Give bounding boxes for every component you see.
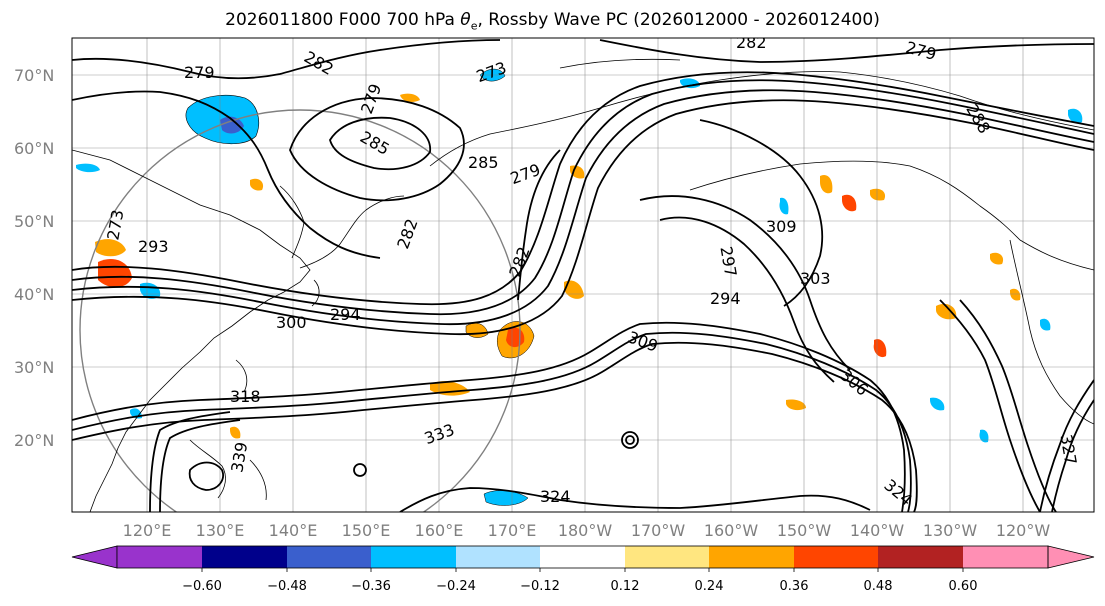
range-circle [79,109,521,512]
colorbar-tick-label: −0.48 [267,579,307,594]
coastlines [72,58,1094,512]
lat-label: 50°N [14,212,54,231]
lat-label: 70°N [14,66,54,85]
lon-label: 150°W [777,521,832,540]
colorbar-bin [794,546,878,568]
colorbar-tick-label: −0.24 [436,579,476,594]
map-frame [71,37,1095,513]
lat-label: 20°N [14,431,54,450]
colorbar-bin [287,546,371,568]
lon-label: 120°E [123,521,172,540]
contour-label-282-b: 282 [736,33,767,52]
colorbar-tick-label: −0.12 [520,579,560,594]
longitude-labels: 120°E 130°E 140°E 150°E 160°E 170°E 180°… [123,521,1051,540]
contour-label-294-b: 294 [330,305,361,324]
contour-label-324: 324 [540,487,571,506]
map-title: 2026011800 F000 700 hPa θe, Rossby Wave … [225,10,880,33]
colorbar-bin [117,546,202,568]
contour-label-318: 318 [230,387,261,406]
colorbar-bin [456,546,540,568]
lat-label: 30°N [14,358,54,377]
contour-label-285-b: 285 [468,153,499,172]
lon-label: 120°W [996,521,1051,540]
colorbar-tick-label: −0.60 [182,579,222,594]
lon-label: 140°E [269,521,318,540]
contour-label-294-a: 294 [710,289,741,308]
contour-label-293: 293 [138,237,169,256]
contour-label-300: 300 [276,313,307,332]
colorbar-tick-label: 0.24 [695,579,724,594]
theta-e-contours [72,39,1094,512]
colorbar-bin [625,546,709,568]
colorbar-bin [540,546,625,568]
lon-label: 130°E [196,521,245,540]
lon-label: 170°W [631,521,686,540]
colorbar: −0.60 −0.48 −0.36 −0.24 −0.12 0.12 0.24 … [71,545,1095,594]
colorbar-tick-label: 0.60 [949,579,978,594]
lon-label: 130°W [923,521,978,540]
anomaly-shading [76,68,1083,506]
lat-label: 40°N [14,285,54,304]
colorbar-extend-min [71,545,118,569]
lat-label: 60°N [14,139,54,158]
colorbar-bin [371,546,456,568]
colorbar-tick-label: −0.36 [351,579,391,594]
lon-label: 170°E [488,521,537,540]
lon-label: 160°W [704,521,759,540]
colorbar-bin [709,546,794,568]
lon-label: 180°W [558,521,613,540]
lon-label: 160°E [415,521,464,540]
colorbar-bin [963,546,1048,568]
colorbar-tick-label: 0.48 [864,579,893,594]
contour-label-309: 309 [766,217,797,236]
contour-label-279-a: 279 [184,63,215,82]
colorbar-tick-label: 0.12 [611,579,640,594]
contour-label-303: 303 [800,269,831,288]
colorbar-tick-label: 0.36 [780,579,809,594]
colorbar-extend-max [1047,545,1095,569]
map-panel: 279 282 273 279 285 285 279 279 282 288 … [72,33,1094,512]
lon-label: 150°E [342,521,391,540]
colorbar-bin [202,546,287,568]
lon-label: 140°W [850,521,905,540]
colorbar-bin [878,546,963,568]
latitude-labels: 70°N 60°N 50°N 40°N 30°N 20°N [14,66,54,450]
